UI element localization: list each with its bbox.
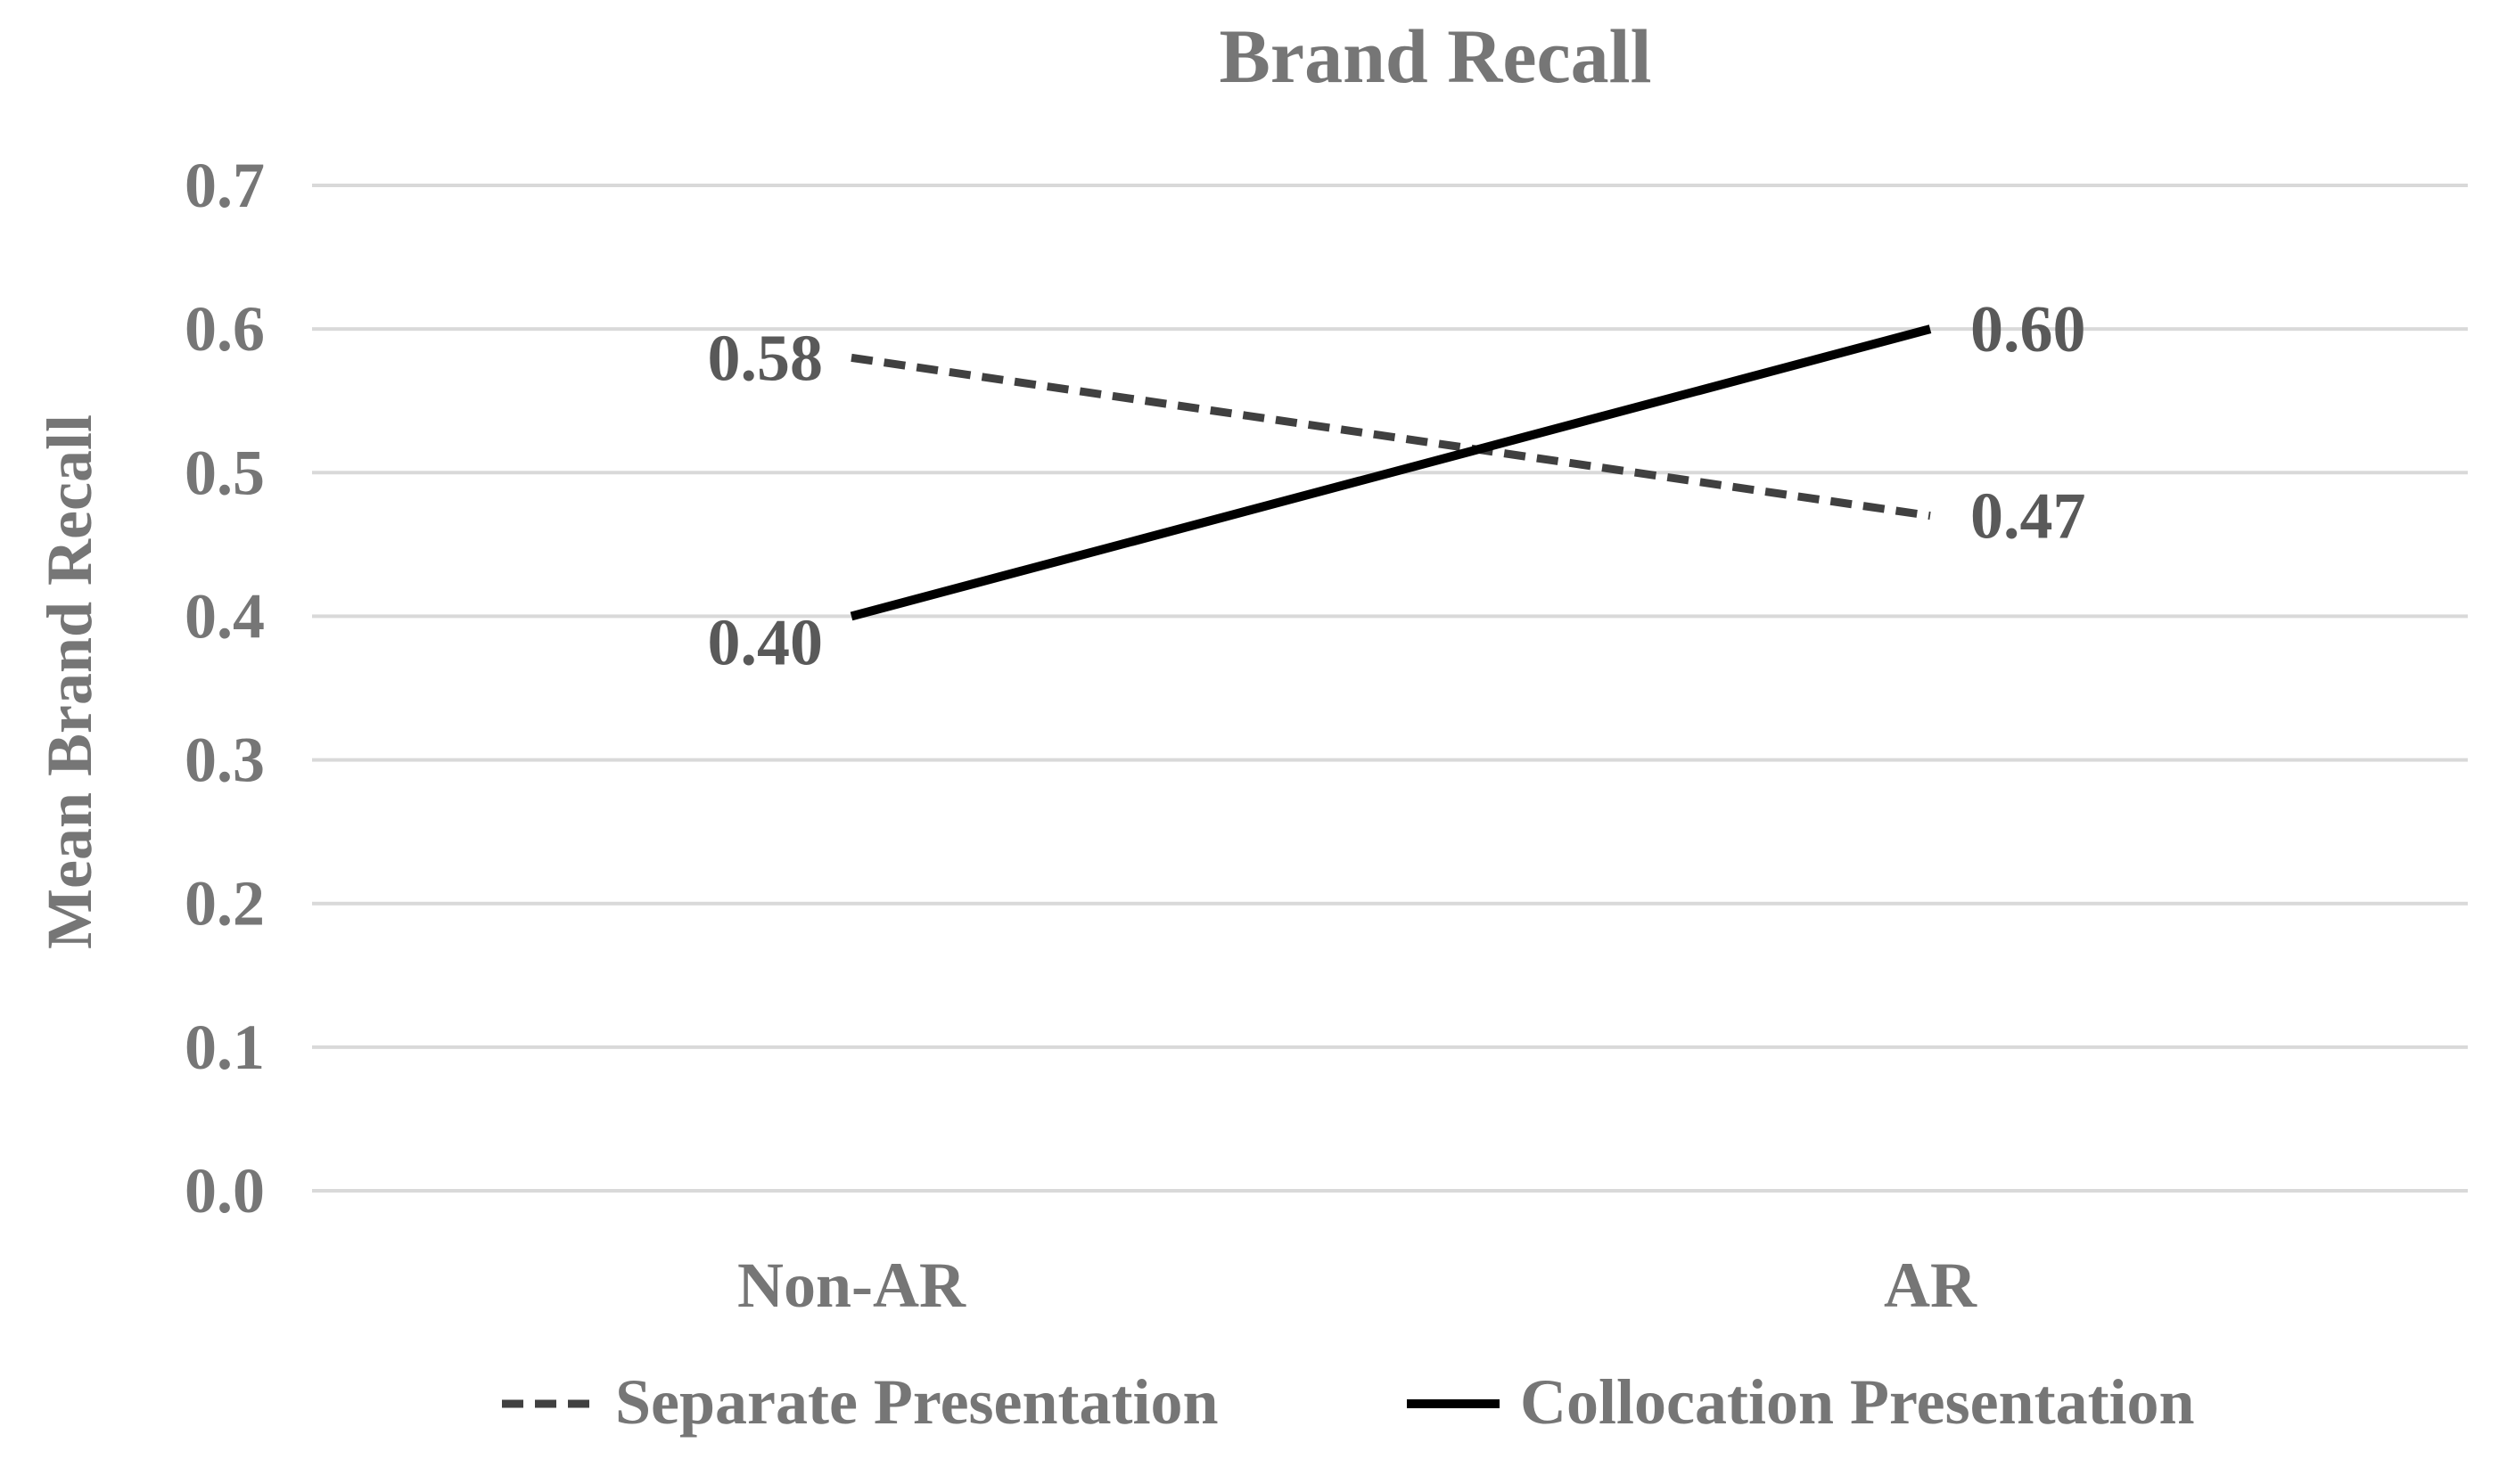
data-label: 0.60 [1970, 293, 2086, 366]
x-axis-ticks: Non-AR AR [737, 1250, 1977, 1321]
y-axis-label: Mean Brand Recall [34, 414, 105, 949]
y-axis-ticks: 0.0 0.1 0.2 0.3 0.4 0.5 0.6 0.7 [185, 150, 265, 1226]
x-tick-label: Non-AR [737, 1250, 966, 1321]
y-tick-label: 0.7 [185, 150, 265, 221]
y-tick-label: 0.1 [185, 1012, 265, 1083]
y-tick-label: 0.5 [185, 437, 265, 508]
data-label: 0.58 [708, 322, 824, 395]
legend: Separate Presentation Collocation Present… [502, 1366, 2195, 1438]
legend-label: Collocation Presentation [1520, 1366, 2195, 1438]
data-label: 0.47 [1970, 480, 2086, 553]
gridlines [312, 184, 2468, 1193]
y-tick-label: 0.2 [185, 868, 265, 939]
x-tick-label: AR [1884, 1250, 1977, 1321]
y-tick-label: 0.3 [185, 725, 265, 796]
data-labels: 0.58 0.47 0.40 0.60 [708, 293, 2086, 679]
series-line-collocation [850, 324, 1932, 621]
legend-label: Separate Presentation [615, 1366, 1219, 1438]
series-line-separate [851, 353, 1931, 521]
y-tick-label: 0.0 [185, 1155, 265, 1226]
chart-title: Brand Recall [1220, 13, 1652, 99]
series-lines [850, 324, 1932, 621]
y-tick-label: 0.6 [185, 293, 265, 365]
y-tick-label: 0.4 [185, 580, 265, 652]
data-label: 0.40 [708, 606, 824, 679]
